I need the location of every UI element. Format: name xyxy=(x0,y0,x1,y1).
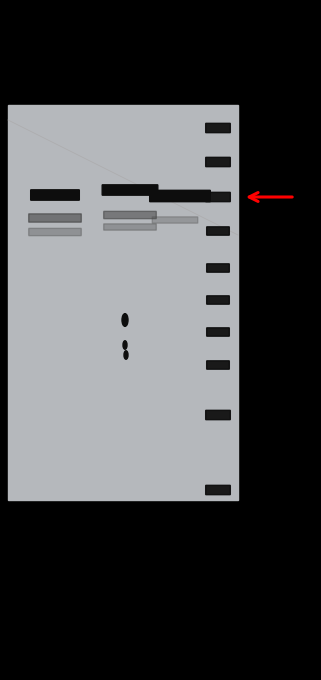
Bar xyxy=(8,105,238,500)
FancyBboxPatch shape xyxy=(152,217,198,223)
FancyBboxPatch shape xyxy=(102,185,158,195)
FancyBboxPatch shape xyxy=(207,361,229,369)
FancyBboxPatch shape xyxy=(206,123,230,133)
FancyBboxPatch shape xyxy=(207,227,229,235)
FancyBboxPatch shape xyxy=(150,190,210,202)
FancyBboxPatch shape xyxy=(104,211,156,219)
FancyBboxPatch shape xyxy=(206,157,230,167)
FancyBboxPatch shape xyxy=(31,190,79,200)
FancyBboxPatch shape xyxy=(206,410,230,420)
FancyBboxPatch shape xyxy=(207,296,229,304)
FancyBboxPatch shape xyxy=(29,214,81,222)
Circle shape xyxy=(122,313,128,326)
FancyBboxPatch shape xyxy=(206,486,230,494)
FancyBboxPatch shape xyxy=(206,192,230,202)
Circle shape xyxy=(124,351,128,359)
FancyBboxPatch shape xyxy=(29,228,81,236)
Circle shape xyxy=(123,341,127,350)
FancyBboxPatch shape xyxy=(207,328,229,336)
FancyBboxPatch shape xyxy=(207,264,229,272)
FancyBboxPatch shape xyxy=(104,224,156,230)
